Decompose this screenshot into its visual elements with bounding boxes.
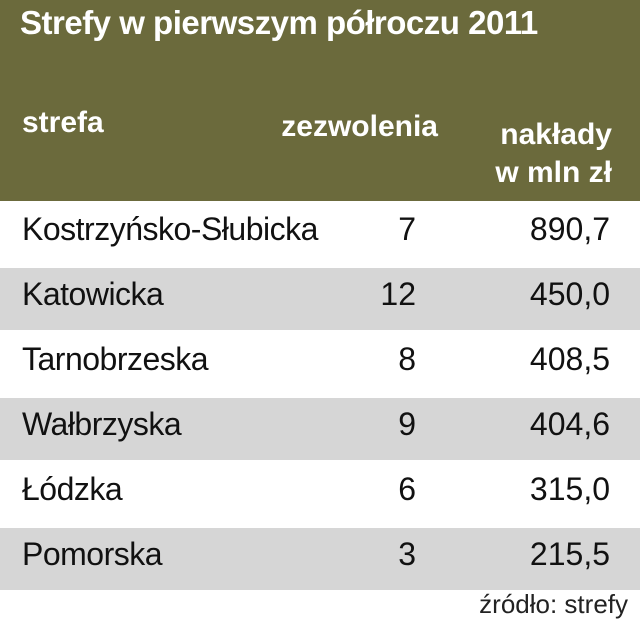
cell-naklady: 450,0: [529, 276, 610, 312]
table-title: Strefy w pierwszym półroczu 2011: [20, 4, 538, 41]
cell-zezwolenia: 12: [380, 276, 416, 312]
cell-strefa: Łódzka: [22, 471, 123, 507]
column-header-naklady-line2: w mln zł: [495, 156, 612, 189]
cell-naklady: 890,7: [529, 211, 610, 247]
cell-naklady: 408,5: [529, 341, 610, 377]
table-row: Katowicka 12 450,0: [0, 268, 640, 330]
table-row: Tarnobrzeska 8 408,5: [0, 333, 640, 395]
cell-naklady: 404,6: [529, 406, 610, 442]
table-row: Kostrzyńsko-Słubicka 7 890,7: [0, 203, 640, 265]
table-row: Wałbrzyska 9 404,6: [0, 398, 640, 460]
column-header-naklady: nakłady w mln zł: [495, 116, 612, 192]
cell-zezwolenia: 7: [398, 211, 416, 247]
cell-zezwolenia: 6: [398, 471, 416, 507]
cell-strefa: Tarnobrzeska: [22, 341, 209, 377]
cell-zezwolenia: 3: [398, 536, 416, 572]
cell-zezwolenia: 9: [398, 406, 416, 442]
source-note: źródło: strefy: [479, 589, 628, 619]
cell-naklady: 215,5: [529, 536, 610, 572]
table-body: Kostrzyńsko-Słubicka 7 890,7 Katowicka 12 450…: [0, 203, 640, 593]
table-header: Strefy w pierwszym półroczu 2011 strefa …: [0, 0, 640, 201]
cell-naklady: 315,0: [529, 471, 610, 507]
column-header-naklady-line1: nakłady: [500, 118, 612, 151]
cell-strefa: Katowicka: [22, 276, 164, 312]
cell-strefa: Pomorska: [22, 536, 163, 572]
cell-zezwolenia: 8: [398, 341, 416, 377]
table-row: Pomorska 3 215,5: [0, 528, 640, 590]
cell-strefa: Wałbrzyska: [22, 406, 182, 442]
column-header-strefa: strefa: [22, 106, 104, 139]
column-header-zezwolenia: zezwolenia: [281, 110, 438, 143]
cell-strefa: Kostrzyńsko-Słubicka: [22, 211, 318, 247]
table-row: Łódzka 6 315,0: [0, 463, 640, 525]
